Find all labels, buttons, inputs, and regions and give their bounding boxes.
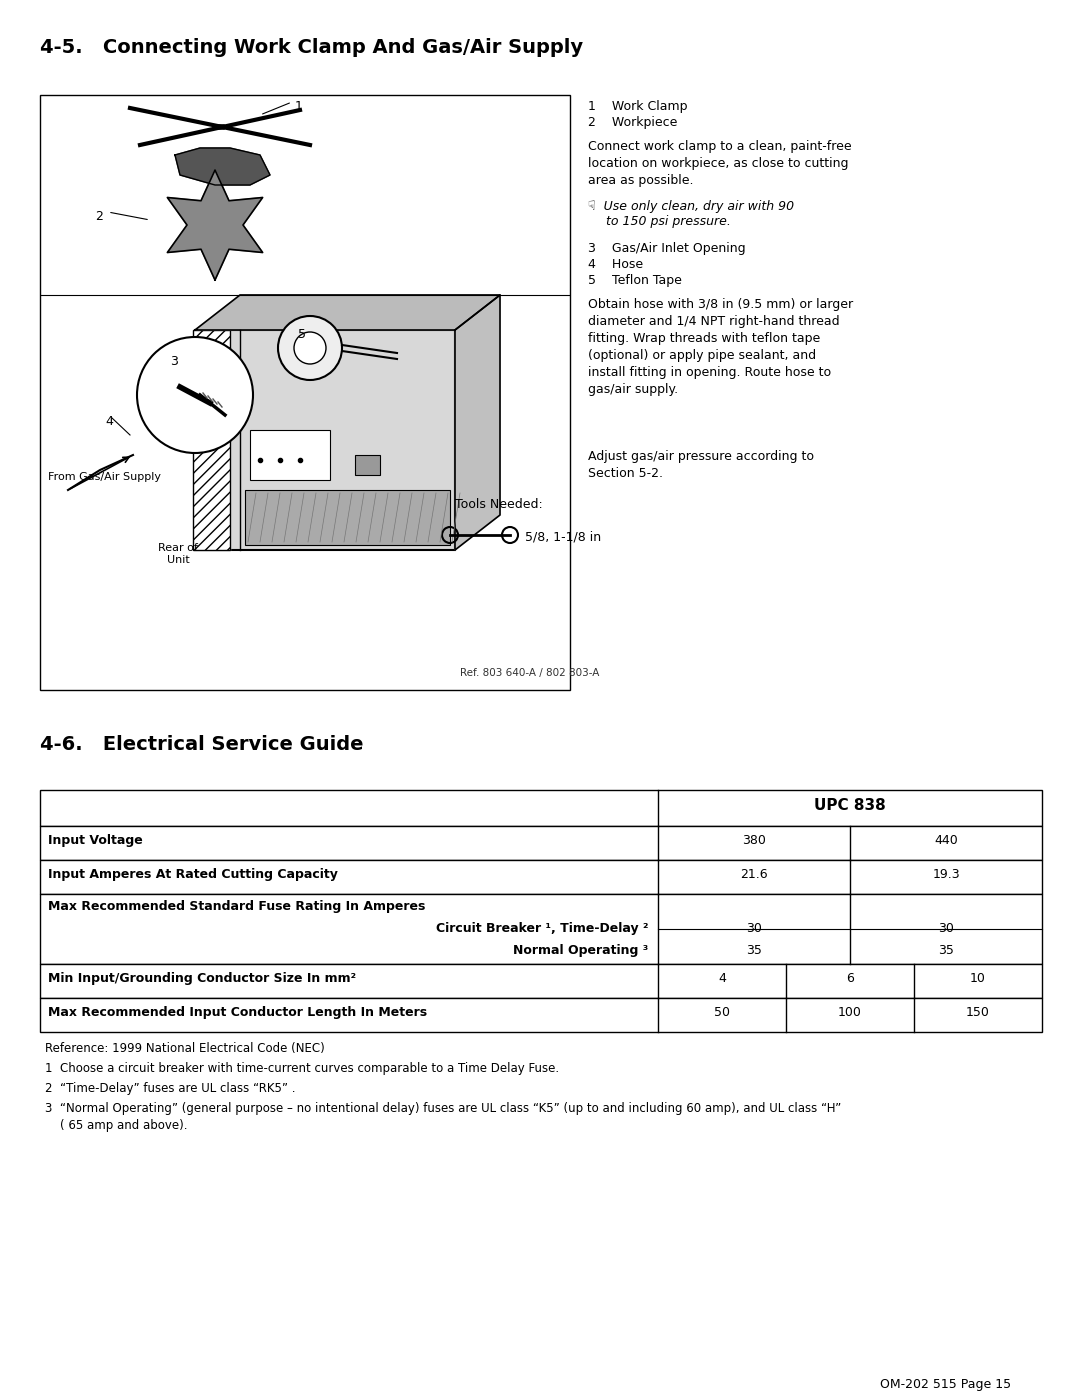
Text: 3: 3 — [170, 355, 178, 367]
Text: 4: 4 — [718, 972, 726, 985]
Text: 2  “Time-Delay” fuses are UL class “RK5” .: 2 “Time-Delay” fuses are UL class “RK5” … — [45, 1083, 296, 1095]
FancyBboxPatch shape — [249, 430, 330, 481]
Text: 5    Teflon Tape: 5 Teflon Tape — [588, 274, 681, 286]
Circle shape — [294, 332, 326, 365]
Text: Min Input/Grounding Conductor Size In mm²: Min Input/Grounding Conductor Size In mm… — [48, 972, 356, 985]
Text: 30: 30 — [746, 922, 761, 935]
Text: 2: 2 — [95, 210, 103, 224]
Polygon shape — [455, 295, 500, 550]
Text: Ref. 803 640-A / 802 803-A: Ref. 803 640-A / 802 803-A — [460, 668, 599, 678]
Text: 35: 35 — [939, 944, 954, 957]
FancyBboxPatch shape — [40, 95, 570, 690]
Polygon shape — [167, 170, 262, 279]
Text: to 150 psi pressure.: to 150 psi pressure. — [606, 215, 731, 228]
Text: 30: 30 — [939, 922, 954, 935]
Text: 4-5.   Connecting Work Clamp And Gas/Air Supply: 4-5. Connecting Work Clamp And Gas/Air S… — [40, 38, 583, 57]
Text: Max Recommended Input Conductor Length In Meters: Max Recommended Input Conductor Length I… — [48, 1006, 427, 1018]
Text: Connect work clamp to a clean, paint-free
location on workpiece, as close to cut: Connect work clamp to a clean, paint-fre… — [588, 140, 852, 187]
Circle shape — [278, 316, 342, 380]
Text: Normal Operating ³: Normal Operating ³ — [513, 944, 648, 957]
Text: 1    Work Clamp: 1 Work Clamp — [588, 101, 688, 113]
FancyBboxPatch shape — [40, 964, 1042, 997]
Text: 4    Hose: 4 Hose — [588, 258, 643, 271]
Polygon shape — [195, 295, 500, 330]
Text: 10: 10 — [970, 972, 986, 985]
Text: Rear of: Rear of — [158, 543, 198, 553]
Text: 440: 440 — [934, 834, 958, 847]
FancyBboxPatch shape — [40, 861, 1042, 894]
Text: 6: 6 — [846, 972, 854, 985]
Text: 19.3: 19.3 — [932, 868, 960, 882]
Text: 3  “Normal Operating” (general purpose – no intentional delay) fuses are UL clas: 3 “Normal Operating” (general purpose – … — [45, 1102, 841, 1132]
FancyBboxPatch shape — [193, 330, 230, 550]
Text: 21.6: 21.6 — [740, 868, 768, 882]
Text: Unit: Unit — [166, 555, 189, 564]
Text: 35: 35 — [746, 944, 761, 957]
FancyBboxPatch shape — [195, 330, 455, 550]
Text: 2    Workpiece: 2 Workpiece — [588, 116, 677, 129]
Polygon shape — [193, 330, 230, 550]
FancyBboxPatch shape — [40, 789, 1042, 826]
Text: 100: 100 — [838, 1006, 862, 1018]
Text: Tools Needed:: Tools Needed: — [455, 497, 543, 511]
Text: UPC 838: UPC 838 — [814, 798, 886, 813]
FancyBboxPatch shape — [355, 455, 380, 475]
Text: 5: 5 — [298, 328, 306, 341]
Polygon shape — [175, 148, 270, 184]
Text: 3    Gas/Air Inlet Opening: 3 Gas/Air Inlet Opening — [588, 242, 745, 256]
FancyBboxPatch shape — [40, 826, 1042, 861]
FancyBboxPatch shape — [40, 997, 1042, 1032]
Text: 380: 380 — [742, 834, 766, 847]
Text: Obtain hose with 3/8 in (9.5 mm) or larger
diameter and 1/4 NPT right-hand threa: Obtain hose with 3/8 in (9.5 mm) or larg… — [588, 298, 853, 395]
Text: 1  Choose a circuit breaker with time-current curves comparable to a Time Delay : 1 Choose a circuit breaker with time-cur… — [45, 1062, 559, 1076]
Text: Reference: 1999 National Electrical Code (NEC): Reference: 1999 National Electrical Code… — [45, 1042, 325, 1055]
Text: 1: 1 — [295, 101, 302, 113]
Text: 4-6.   Electrical Service Guide: 4-6. Electrical Service Guide — [40, 735, 364, 754]
Text: Circuit Breaker ¹, Time-Delay ²: Circuit Breaker ¹, Time-Delay ² — [435, 922, 648, 935]
FancyBboxPatch shape — [245, 490, 450, 545]
Text: 150: 150 — [967, 1006, 990, 1018]
FancyBboxPatch shape — [40, 894, 1042, 964]
Text: Max Recommended Standard Fuse Rating In Amperes: Max Recommended Standard Fuse Rating In … — [48, 900, 426, 914]
Text: ☟  Use only clean, dry air with 90: ☟ Use only clean, dry air with 90 — [588, 200, 794, 212]
Text: Input Voltage: Input Voltage — [48, 834, 143, 847]
Text: Adjust gas/air pressure according to
Section 5-2.: Adjust gas/air pressure according to Sec… — [588, 450, 814, 481]
Text: Input Amperes At Rated Cutting Capacity: Input Amperes At Rated Cutting Capacity — [48, 868, 338, 882]
Text: OM-202 515 Page 15: OM-202 515 Page 15 — [880, 1377, 1011, 1391]
Text: 5/8, 1-1/8 in: 5/8, 1-1/8 in — [525, 529, 602, 543]
Text: From Gas/Air Supply: From Gas/Air Supply — [48, 472, 161, 482]
Text: 4: 4 — [105, 415, 113, 427]
Text: 50: 50 — [714, 1006, 730, 1018]
Circle shape — [137, 337, 253, 453]
